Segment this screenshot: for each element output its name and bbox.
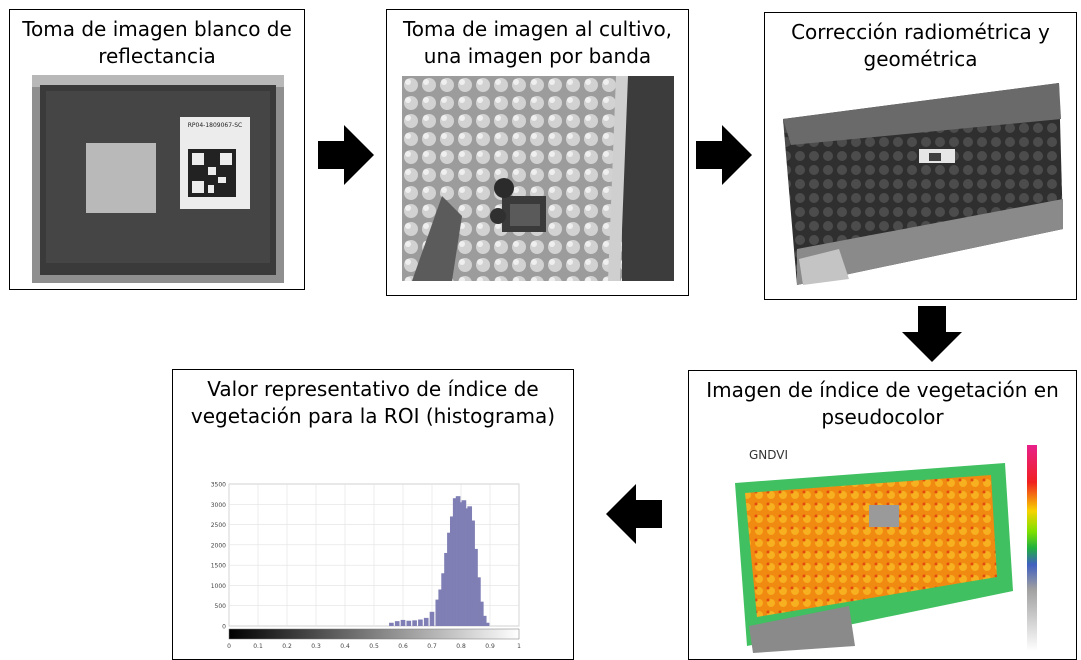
crop-band-photo [402,76,674,281]
step-title-line: una imagen por banda [423,44,652,68]
reflectance-target [86,143,156,213]
step-title-line: vegetación para la ROI (histograma) [190,404,556,428]
histogram-bar [476,577,481,626]
histogram-bar [464,508,470,626]
step-title: Corrección radiométrica y geométrica [765,19,1076,73]
x-tick-label: 0.9 [485,643,495,650]
x-tick-label: 0 [227,643,231,650]
histogram-bar [467,506,473,626]
arrow-down-icon [902,306,962,362]
x-tick-label: 0.1 [253,643,263,650]
step-title-line: Valor representativo de índice de [207,377,539,401]
histogram-bar [452,498,458,626]
panel-label-text: RP04-1809067-SC [188,122,242,129]
histogram-bar [449,516,455,626]
histogram-bar [447,532,452,626]
step-title-line: reflectancia [98,44,216,68]
histogram-bar [412,620,417,626]
step-box-crop-image: Toma de imagen al cultivo, una imagen po… [386,9,689,296]
histogram-bar [473,548,478,626]
step-box-correction: Corrección radiométrica y geométrica [764,12,1077,300]
y-tick-label: 0 [222,624,226,631]
histogram-bar [435,599,441,626]
index-label: GNDVI [749,448,788,462]
step-title: Toma de imagen al cultivo, una imagen po… [387,16,688,70]
x-tick-label: 0.3 [311,643,321,650]
arrow-shape [696,125,752,185]
y-tick-label: 1500 [211,563,226,570]
reflectance-panel-photo: RP04-1809067-SC [32,75,284,283]
colorbar [1027,445,1037,651]
histogram-bar [418,619,423,626]
x-tick-label: 1 [517,643,521,650]
histogram-bar [470,520,475,626]
histogram-bar [484,622,490,626]
step-box-reflectance-panel: Toma de imagen blanco de reflectancia RP… [9,9,305,290]
y-tick-label: 3500 [211,482,226,489]
y-tick-label: 1000 [211,583,226,590]
y-tick-label: 2000 [211,542,226,549]
x-tick-label: 0.4 [340,643,350,650]
arrow-shape [902,306,962,362]
step-box-pseudocolor: Imagen de índice de vegetación en pseudo… [688,370,1077,660]
histogram-chart: 0 500 1000 1500 2000 2500 3000 3500 0 0.1 0.2 0.3 0.… [211,482,521,651]
histogram-bar [441,573,446,626]
histogram-bar [461,500,467,626]
step-title: Toma de imagen blanco de reflectancia [10,16,304,70]
step-title-line: Toma de imagen blanco de [22,17,292,41]
histogram-bar [458,502,464,626]
x-tick-label: 0.2 [282,643,292,650]
histogram-bar [429,611,435,626]
step-title: Imagen de índice de vegetación en pseudo… [689,377,1076,431]
histogram-bar [481,615,487,626]
histogram-bar [444,552,449,626]
y-tick-label: 500 [215,603,227,610]
y-tick-label: 2500 [211,522,226,529]
corrected-orthomosaic [783,83,1063,285]
x-tick-label: 0.5 [369,643,379,650]
histogram-bar [423,617,429,626]
histogram-bar [406,620,412,626]
step-title-line: Corrección radiométrica y [791,20,1050,44]
histogram-bar [478,601,484,626]
y-tick-label: 3000 [211,502,226,509]
grayscale-colorbar [228,628,520,640]
histogram-bar [389,622,394,626]
step-title-line: geométrica [863,47,978,71]
arrow-left-icon [606,484,662,544]
x-tick-label: 0.7 [427,643,437,650]
x-tick-label: 0.6 [398,643,408,650]
step-title-line: pseudocolor [821,405,944,429]
step-title-line: Toma de imagen al cultivo, [402,17,673,41]
histogram-bar [400,619,406,626]
arrow-right-icon [318,125,374,185]
histogram-bar [455,496,461,626]
histogram-bar [438,589,444,626]
step-title-line: Imagen de índice de vegetación en [706,378,1059,402]
step-title: Valor representativo de índice de vegeta… [173,376,573,430]
gndvi-pseudocolor-map: GNDVI [735,445,1037,653]
histogram-bar [394,621,400,626]
step-box-histogram: Valor representativo de índice de vegeta… [172,369,574,660]
arrow-shape [606,484,662,544]
arrow-shape [318,125,374,185]
arrow-right-icon [696,125,752,185]
x-tick-label: 0.8 [456,643,466,650]
